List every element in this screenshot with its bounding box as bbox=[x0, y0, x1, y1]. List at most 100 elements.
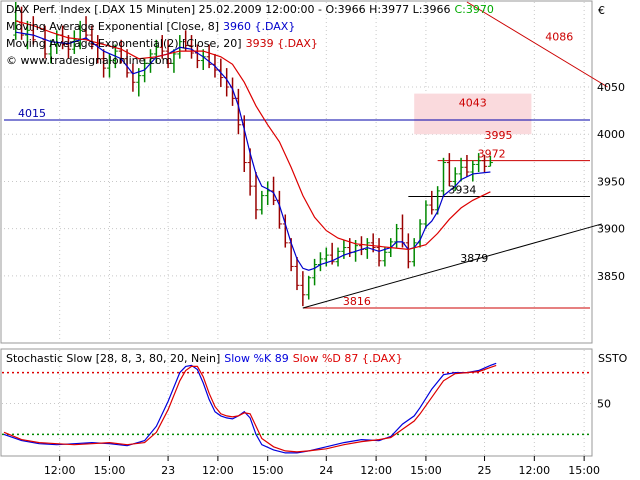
time-tick-label: 15:00 bbox=[410, 464, 442, 477]
ohlc-bar bbox=[83, 16, 89, 40]
time-tick-label: 12:00 bbox=[360, 464, 392, 477]
ohlc-bar bbox=[429, 190, 435, 215]
target-zone-label: 4043 bbox=[459, 97, 487, 110]
ohlc-bar bbox=[24, 20, 30, 50]
time-tick-label: 12:00 bbox=[518, 464, 550, 477]
stochastic-title: Stochastic Slow [28, 8, 3, 80, 20, Nein] bbox=[6, 352, 220, 365]
ohlc-bar bbox=[106, 53, 112, 78]
legend-ema20-label: Moving Average Exponential(2) [Close, 20… bbox=[6, 37, 242, 50]
price-bars bbox=[13, 2, 493, 307]
price-tick-label: 4050 bbox=[597, 81, 625, 94]
level-label: 4015 bbox=[18, 107, 46, 120]
stochastic-legend: Stochastic Slow [28, 8, 3, 80, 20, Nein]… bbox=[6, 352, 403, 365]
copyright-text: © www.tradesignalonline.com bbox=[6, 54, 172, 67]
trendline-support bbox=[302, 223, 602, 309]
price-tick-label: 4000 bbox=[597, 128, 625, 141]
ohlc-bar bbox=[259, 190, 265, 215]
ohlc-bar bbox=[312, 258, 318, 286]
legend-ema8-value: 3960 {.DAX} bbox=[223, 20, 295, 33]
legend-ema8-label: Moving Average Exponential [Close, 8] bbox=[6, 20, 219, 33]
stochastic-tick-label: 50 bbox=[597, 398, 611, 411]
ohlc-bar bbox=[446, 153, 452, 187]
ohlc-bar bbox=[247, 148, 253, 196]
stochastic-axis-ticks: 50 bbox=[597, 398, 611, 411]
stochastic-panel-frame bbox=[0, 348, 593, 457]
time-tick-label: 15:00 bbox=[252, 464, 284, 477]
ohlc-bar bbox=[482, 155, 488, 172]
trendlines bbox=[302, 1, 608, 309]
price-level-labels: 4015 3972 3934 3816 3995 4086 3879 bbox=[18, 31, 573, 309]
ohlc-bar bbox=[376, 238, 382, 267]
ohlc-bar bbox=[405, 233, 411, 269]
level-label: 3816 bbox=[343, 295, 371, 308]
price-annotation: 3995 bbox=[485, 129, 513, 142]
stochastic-line bbox=[3, 364, 497, 453]
target-zone bbox=[414, 93, 532, 135]
level-label: 3934 bbox=[448, 184, 476, 197]
legend-close-value: C:3970 bbox=[454, 3, 493, 16]
ohlc-bar bbox=[48, 39, 54, 64]
stochastic-levels bbox=[2, 371, 592, 436]
ohlc-bar bbox=[136, 68, 142, 97]
ema-lines bbox=[15, 20, 491, 271]
legend-line1: DAX Perf. Index [.DAX 15 Minuten] 25.02.… bbox=[6, 3, 494, 16]
price-axis-ticks: 3850 3900 3950 4000 4050 bbox=[597, 81, 625, 283]
ohlc-bar bbox=[441, 157, 446, 196]
chart-legend: DAX Perf. Index [.DAX 15 Minuten] 25.02.… bbox=[6, 3, 605, 67]
price-level-lines bbox=[4, 119, 590, 309]
ohlc-bar bbox=[159, 35, 165, 59]
legend-ema20-value: 3939 {.DAX} bbox=[246, 37, 318, 50]
ohlc-bar bbox=[65, 35, 71, 59]
ohlc-bar bbox=[30, 16, 36, 45]
price-tick-label: 3900 bbox=[597, 223, 625, 236]
legend-title: DAX Perf. Index [.DAX 15 Minuten] 25.02.… bbox=[6, 3, 450, 16]
price-tick-label: 3950 bbox=[597, 175, 625, 188]
trendline-label: 4086 bbox=[545, 31, 573, 44]
ohlc-bar bbox=[306, 275, 312, 300]
ohlc-bar bbox=[435, 186, 441, 215]
ema-line bbox=[15, 20, 491, 251]
ohlc-bar bbox=[423, 200, 429, 229]
time-tick-label: 12:00 bbox=[202, 464, 234, 477]
ohlc-bar bbox=[470, 160, 476, 182]
stochastic-axis-label: SSTO bbox=[598, 352, 628, 365]
legend-ema20: Moving Average Exponential(2) [Close, 20… bbox=[6, 37, 318, 50]
price-tick-label: 3850 bbox=[597, 270, 625, 283]
ohlc-bar bbox=[124, 49, 130, 78]
price-panel: 4043 4015 3972 3934 3816 3995 4086 3879 3850 39… bbox=[0, 0, 625, 344]
ohlc-bar bbox=[335, 247, 341, 267]
time-tick-label: 25 bbox=[478, 464, 492, 477]
time-tick-label: 15:00 bbox=[568, 464, 600, 477]
legend-ema8: Moving Average Exponential [Close, 8] 396… bbox=[6, 20, 295, 33]
price-panel-frame bbox=[0, 0, 593, 344]
ohlc-bar bbox=[206, 44, 212, 69]
ohlc-bar bbox=[300, 271, 306, 307]
trendline-resistance bbox=[466, 1, 608, 88]
time-tick-label: 24 bbox=[319, 464, 333, 477]
stochastic-lines bbox=[3, 362, 497, 454]
ohlc-bar bbox=[101, 49, 107, 78]
price-zones: 4043 bbox=[414, 93, 532, 135]
currency-label: € bbox=[598, 4, 605, 17]
ohlc-bar bbox=[382, 247, 388, 267]
stochastic-d-label: Slow %D 87 {.DAX} bbox=[293, 352, 403, 365]
ohlc-bar bbox=[171, 49, 177, 73]
ohlc-bar bbox=[487, 155, 493, 167]
ohlc-bar bbox=[411, 238, 417, 267]
ohlc-bar bbox=[153, 39, 159, 64]
time-axis-ticks: 12:00 15:00 23 12:00 15:00 24 12:00 15:00 25 12:0… bbox=[44, 456, 600, 477]
ohlc-bar bbox=[189, 35, 195, 59]
ohlc-bar bbox=[364, 238, 370, 259]
ohlc-bar bbox=[464, 155, 470, 177]
ema-line bbox=[15, 31, 491, 271]
stochastic-panel: 50 Stochastic Slow [28, 8, 3, 80, 20, Ne… bbox=[0, 348, 628, 457]
time-tick-label: 23 bbox=[161, 464, 175, 477]
ohlc-bar bbox=[253, 172, 259, 220]
stochastic-k-label: Slow %K 89 bbox=[224, 352, 288, 365]
ohlc-bar bbox=[294, 257, 300, 291]
trendline-label: 3879 bbox=[460, 252, 488, 265]
level-label: 3972 bbox=[478, 148, 506, 161]
time-tick-label: 15:00 bbox=[94, 464, 126, 477]
